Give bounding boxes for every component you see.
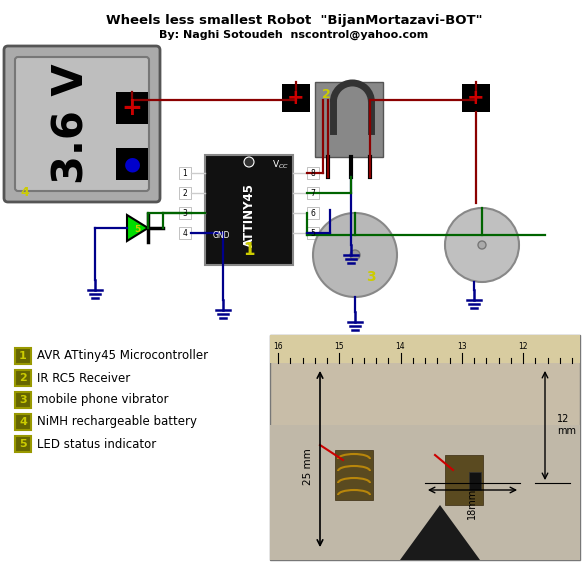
Text: +: +: [287, 88, 305, 108]
Text: +: +: [467, 88, 485, 108]
Bar: [15, 436, 31, 452]
Text: GND: GND: [213, 231, 230, 239]
Text: 4: 4: [182, 229, 188, 238]
Bar: [307, 227, 319, 239]
Circle shape: [478, 241, 486, 249]
Text: 14: 14: [396, 342, 405, 351]
Text: NiMH rechargeable battery: NiMH rechargeable battery: [37, 416, 197, 429]
Bar: [179, 187, 191, 199]
Bar: [335, 450, 373, 500]
Circle shape: [350, 250, 360, 260]
FancyBboxPatch shape: [15, 57, 149, 191]
Text: AVR ATtiny45 Microcontroller: AVR ATtiny45 Microcontroller: [37, 349, 208, 362]
Text: 8: 8: [310, 168, 315, 177]
Text: 3: 3: [19, 395, 27, 405]
Text: By: Naghi Sotoudeh  nscontrol@yahoo.com: By: Naghi Sotoudeh nscontrol@yahoo.com: [159, 30, 429, 40]
Polygon shape: [127, 215, 148, 241]
Text: ●: ●: [123, 154, 141, 174]
Text: IR RC5 Receiver: IR RC5 Receiver: [37, 371, 131, 384]
Bar: [307, 187, 319, 199]
Text: 15: 15: [335, 342, 344, 351]
Text: 16: 16: [273, 342, 283, 351]
Bar: [270, 335, 580, 363]
Text: V$_{CC}$: V$_{CC}$: [272, 159, 289, 171]
Polygon shape: [400, 505, 480, 560]
Bar: [116, 148, 148, 180]
Text: 18mm: 18mm: [467, 488, 477, 519]
Text: 5: 5: [310, 229, 315, 238]
Text: 3: 3: [182, 209, 188, 218]
Text: mobile phone vibrator: mobile phone vibrator: [37, 393, 169, 407]
Circle shape: [244, 157, 254, 167]
Text: 1: 1: [243, 241, 255, 259]
Text: 2: 2: [322, 87, 330, 100]
Text: +: +: [122, 96, 142, 120]
Text: 4: 4: [19, 417, 27, 427]
Bar: [15, 348, 31, 364]
Text: 12
mm: 12 mm: [557, 414, 576, 436]
Bar: [282, 84, 310, 112]
Text: 12: 12: [518, 342, 528, 351]
Text: ATTINY45: ATTINY45: [242, 183, 256, 247]
Bar: [315, 82, 383, 157]
Bar: [307, 207, 319, 219]
Bar: [15, 370, 31, 386]
Bar: [307, 167, 319, 179]
Bar: [462, 84, 490, 112]
Text: 5: 5: [134, 225, 140, 234]
Text: 25 mm: 25 mm: [303, 448, 313, 485]
Text: 1: 1: [183, 168, 188, 177]
Text: 4: 4: [20, 186, 29, 199]
Text: 5: 5: [19, 439, 27, 449]
Text: 1: 1: [19, 351, 27, 361]
Text: 3.6 V: 3.6 V: [51, 64, 93, 184]
Bar: [469, 472, 481, 490]
Bar: [179, 207, 191, 219]
Bar: [15, 392, 31, 408]
Text: Wheels less smallest Robot  "BijanMortazavi-BOT": Wheels less smallest Robot "BijanMortaza…: [106, 14, 482, 27]
Bar: [179, 167, 191, 179]
Text: 7: 7: [310, 188, 315, 197]
Text: 3: 3: [366, 270, 376, 284]
Text: 6: 6: [310, 209, 315, 218]
Bar: [205, 155, 293, 265]
Text: 2: 2: [183, 188, 188, 197]
Bar: [15, 414, 31, 430]
Bar: [445, 455, 483, 505]
Circle shape: [445, 208, 519, 282]
Bar: [116, 92, 148, 124]
Bar: [179, 227, 191, 239]
Text: LED status indicator: LED status indicator: [37, 438, 156, 451]
Bar: [270, 335, 580, 560]
Bar: [270, 425, 580, 560]
FancyBboxPatch shape: [4, 46, 160, 202]
Text: 2: 2: [19, 373, 27, 383]
Circle shape: [313, 213, 397, 297]
Text: 13: 13: [457, 342, 466, 351]
